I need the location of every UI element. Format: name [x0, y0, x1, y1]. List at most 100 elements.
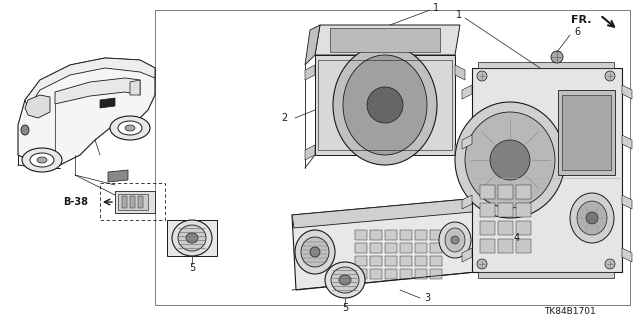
Polygon shape: [415, 230, 427, 240]
Text: 1: 1: [433, 3, 439, 13]
Text: B-38: B-38: [63, 197, 88, 207]
Ellipse shape: [301, 237, 329, 267]
Polygon shape: [355, 230, 367, 240]
Polygon shape: [622, 248, 632, 262]
Polygon shape: [462, 195, 472, 209]
Polygon shape: [430, 269, 442, 279]
Ellipse shape: [439, 222, 471, 258]
Polygon shape: [130, 80, 140, 95]
Ellipse shape: [310, 247, 320, 257]
Polygon shape: [25, 95, 50, 118]
Polygon shape: [462, 248, 472, 262]
Polygon shape: [100, 98, 115, 108]
Polygon shape: [118, 194, 148, 210]
Ellipse shape: [455, 102, 565, 218]
Polygon shape: [400, 256, 412, 266]
Ellipse shape: [490, 140, 530, 180]
Ellipse shape: [333, 45, 437, 165]
Polygon shape: [562, 95, 611, 170]
Ellipse shape: [21, 125, 29, 135]
Text: 2: 2: [282, 113, 288, 123]
Ellipse shape: [110, 116, 150, 140]
Polygon shape: [355, 243, 367, 253]
Polygon shape: [370, 230, 382, 240]
Text: TK84B1701: TK84B1701: [544, 307, 596, 315]
Polygon shape: [516, 203, 531, 217]
Polygon shape: [330, 28, 440, 52]
Polygon shape: [18, 58, 155, 165]
Ellipse shape: [339, 275, 351, 285]
Ellipse shape: [295, 230, 335, 274]
Ellipse shape: [22, 148, 62, 172]
Polygon shape: [315, 25, 460, 55]
Polygon shape: [25, 58, 155, 108]
Polygon shape: [430, 256, 442, 266]
Ellipse shape: [605, 259, 615, 269]
Polygon shape: [115, 191, 155, 213]
Polygon shape: [558, 90, 615, 175]
Polygon shape: [355, 256, 367, 266]
Polygon shape: [167, 220, 217, 256]
Polygon shape: [292, 197, 494, 228]
Polygon shape: [462, 135, 472, 149]
Polygon shape: [622, 195, 632, 209]
Text: 1: 1: [456, 10, 462, 20]
Polygon shape: [400, 243, 412, 253]
Text: 6: 6: [574, 27, 580, 37]
Polygon shape: [480, 185, 495, 199]
Ellipse shape: [477, 71, 487, 81]
Ellipse shape: [451, 236, 459, 244]
Ellipse shape: [570, 193, 614, 243]
Ellipse shape: [30, 153, 54, 167]
Polygon shape: [415, 256, 427, 266]
Ellipse shape: [118, 121, 142, 135]
Ellipse shape: [465, 112, 555, 208]
Polygon shape: [455, 65, 465, 80]
Polygon shape: [498, 239, 513, 253]
Polygon shape: [138, 196, 143, 208]
Polygon shape: [480, 221, 495, 235]
Text: 5: 5: [342, 303, 348, 313]
Ellipse shape: [172, 220, 212, 256]
Polygon shape: [498, 203, 513, 217]
Ellipse shape: [586, 212, 598, 224]
Polygon shape: [385, 269, 397, 279]
Text: 5: 5: [189, 263, 195, 273]
Polygon shape: [498, 185, 513, 199]
Polygon shape: [498, 221, 513, 235]
Polygon shape: [370, 243, 382, 253]
Ellipse shape: [331, 267, 359, 293]
Ellipse shape: [37, 157, 47, 163]
Ellipse shape: [343, 55, 427, 155]
Polygon shape: [480, 203, 495, 217]
Polygon shape: [430, 243, 442, 253]
Polygon shape: [478, 272, 614, 278]
Ellipse shape: [477, 259, 487, 269]
Polygon shape: [385, 243, 397, 253]
Polygon shape: [400, 269, 412, 279]
Polygon shape: [292, 197, 496, 290]
Polygon shape: [315, 55, 455, 155]
Polygon shape: [480, 239, 495, 253]
Polygon shape: [55, 78, 140, 104]
Polygon shape: [472, 68, 622, 272]
Text: FR.: FR.: [570, 15, 591, 25]
Ellipse shape: [605, 71, 615, 81]
Text: 4: 4: [514, 233, 520, 243]
Ellipse shape: [325, 262, 365, 298]
Polygon shape: [370, 256, 382, 266]
Polygon shape: [305, 25, 320, 65]
Polygon shape: [415, 243, 427, 253]
Polygon shape: [478, 62, 614, 68]
Polygon shape: [462, 85, 472, 99]
Ellipse shape: [186, 233, 198, 243]
Polygon shape: [385, 256, 397, 266]
Polygon shape: [355, 269, 367, 279]
Polygon shape: [400, 230, 412, 240]
Polygon shape: [305, 65, 315, 80]
Polygon shape: [370, 269, 382, 279]
Ellipse shape: [367, 87, 403, 123]
Ellipse shape: [178, 225, 206, 251]
Polygon shape: [305, 145, 315, 160]
Polygon shape: [130, 196, 135, 208]
